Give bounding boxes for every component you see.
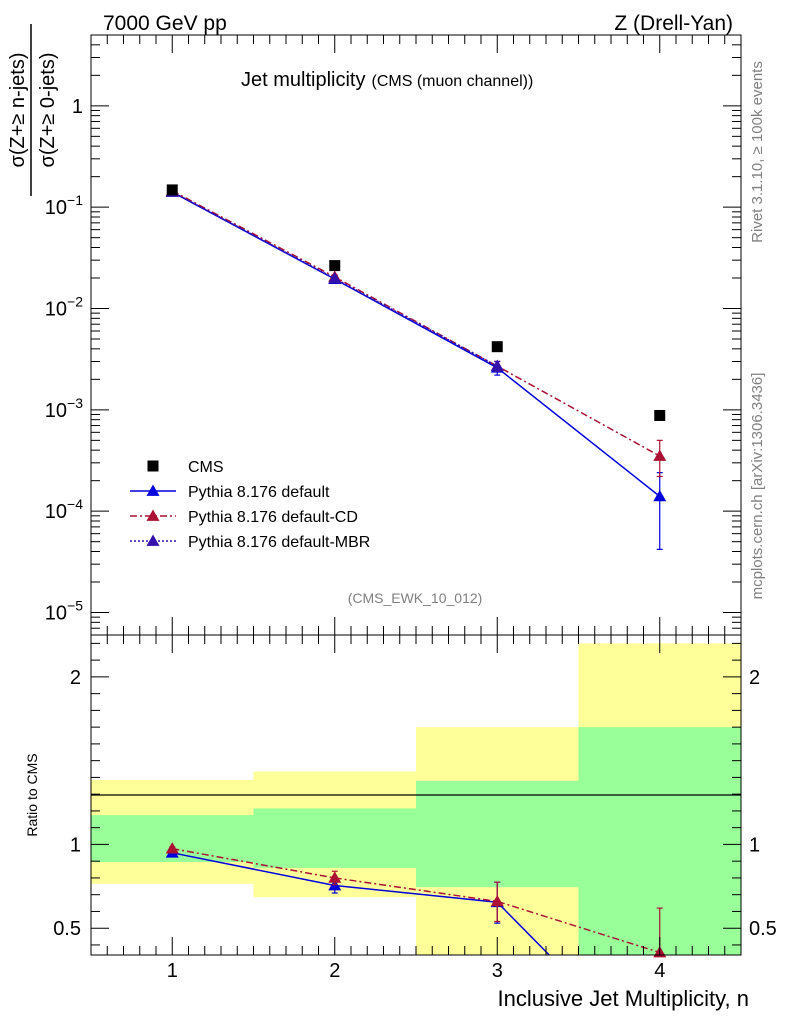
mcplots-reference-text: mcplots.cern.ch [arXiv:1306.3436]	[749, 373, 766, 600]
legend-label: Pythia 8.176 default	[188, 484, 330, 501]
main-ytick-exp: −3	[67, 395, 83, 411]
main-title-text: Jet multiplicity	[241, 69, 365, 91]
legend-marker-solid	[146, 484, 160, 496]
ratio-line-solid	[172, 852, 550, 956]
legend-entry: Pythia 8.176 default-MBR	[130, 534, 370, 551]
main-ytick-base: 10	[45, 501, 67, 523]
main-ytick-exp: −1	[67, 192, 83, 208]
analysis-watermark: (CMS_EWK_10_012)	[348, 590, 483, 606]
ratio-ytick-label: 1	[70, 834, 81, 856]
series-marker-dotted	[490, 359, 504, 372]
x-tick-label: 4	[654, 960, 665, 982]
header-left: 7000 GeV pp	[103, 12, 227, 35]
main-ytick-label: 10−2	[45, 294, 83, 321]
main-ylabel: σ(Z+≥ n-jets) σ(Z+≥ 0-jets)	[7, 24, 59, 196]
cms-data-point	[329, 260, 341, 272]
legend-marker-dashdot	[146, 509, 160, 521]
legend-marker-cms	[147, 460, 159, 472]
x-tick-label: 1	[167, 960, 178, 982]
cms-data-point	[166, 184, 178, 196]
main-ytick-label: 10−5	[45, 598, 83, 625]
main-ytick-exp: −5	[67, 598, 83, 614]
main-title-group: Jet multiplicity (CMS (muon channel))	[241, 69, 533, 91]
ratio-ylabel: Ratio to CMS	[24, 753, 40, 836]
main-title: Jet multiplicity (CMS (muon channel))	[241, 69, 533, 91]
ratio-uncertainty-band-inner	[416, 780, 579, 888]
cms-data-point	[654, 409, 666, 421]
main-subtitle: (CMS (muon channel))	[371, 73, 533, 90]
ratio-ytick-label: 2	[70, 667, 81, 689]
main-ytick-exp: −4	[67, 496, 83, 512]
series-marker-dotted	[328, 271, 342, 284]
ratio-ytick-label-right: 2	[749, 667, 760, 689]
ratio-panel: 0.5 0.5 1 1 2 2 1 2 3 4 Ratio to CMS Inclusive Je…	[24, 634, 777, 1011]
legend-label: Pythia 8.176 default-MBR	[188, 534, 370, 551]
main-ytick-label: 10−4	[45, 496, 83, 523]
main-ytick-base: 10	[45, 603, 67, 625]
legend-label: CMS	[188, 459, 224, 476]
ratio-marker-dashdot	[490, 894, 504, 907]
main-ytick-label: 1	[72, 96, 83, 118]
ratio-ytick-label: 0.5	[53, 918, 81, 940]
x-tick-label: 2	[329, 960, 340, 982]
ratio-ytick-label-right: 1	[749, 834, 760, 856]
cms-data-point	[491, 341, 503, 353]
main-ytick-base: 10	[45, 299, 67, 321]
legend: CMS Pythia 8.176 default Pythia 8.176 defa…	[130, 459, 370, 551]
main-ytick-base: 10	[45, 197, 67, 219]
ratio-ytick-label-right: 0.5	[749, 918, 777, 940]
main-ytick-label: 10−3	[45, 395, 83, 422]
legend-entry: CMS	[147, 459, 224, 476]
ratio-frame	[90, 634, 742, 956]
ratio-marker-dashdot	[165, 842, 179, 854]
x-tick-label: 3	[492, 960, 503, 982]
legend-entry: Pythia 8.176 default-CD	[130, 509, 358, 526]
main-ytick-base: 10	[45, 400, 67, 422]
ylabel-denominator: σ(Z+≥ 0-jets)	[37, 53, 59, 168]
main-ytick-base: 1	[72, 96, 83, 118]
x-axis-label: Inclusive Jet Multiplicity, n	[498, 986, 749, 1011]
ratio-marker-dashdot	[328, 871, 342, 883]
main-ytick-exp: −2	[67, 294, 83, 310]
series-line-solid	[171, 191, 661, 497]
main-ytick-label: 10−1	[45, 192, 83, 219]
main-panel: Jet multiplicity (CMS (muon channel)) (CM…	[7, 24, 742, 636]
series-marker-solid	[653, 489, 667, 502]
legend-label: Pythia 8.176 default-CD	[188, 509, 358, 526]
ylabel-numerator: σ(Z+≥ n-jets)	[7, 53, 29, 168]
legend-entry: Pythia 8.176 default	[130, 484, 330, 501]
ratio-uncertainty-band-inner	[253, 808, 416, 868]
header-right: Z (Drell-Yan)	[614, 12, 733, 35]
series-marker-dashdot	[653, 449, 667, 461]
legend-marker-dotted	[146, 534, 160, 546]
rivet-version-text: Rivet 3.1.10, ≥ 100k events	[749, 61, 766, 243]
